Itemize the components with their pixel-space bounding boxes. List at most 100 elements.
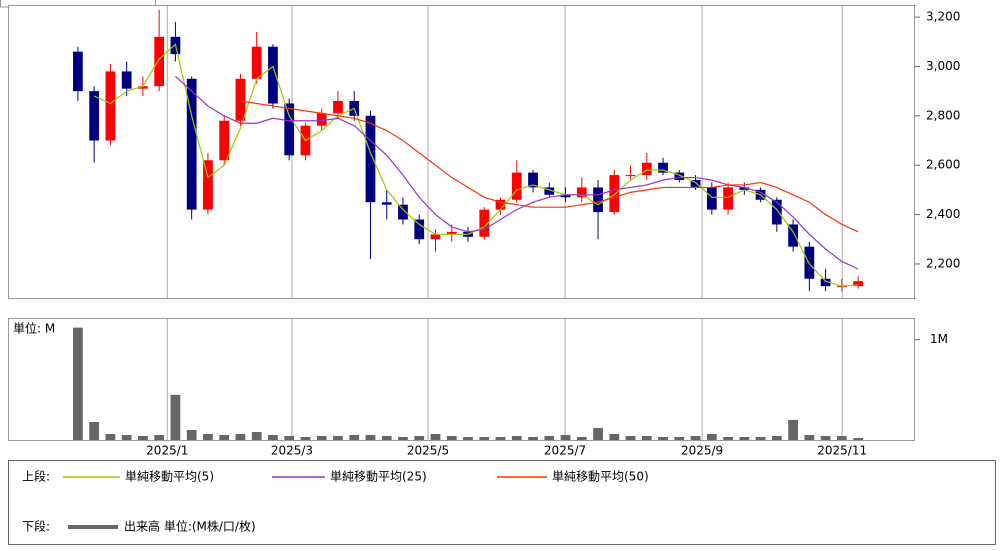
candle-body — [186, 78, 197, 210]
volume-panel — [8, 318, 915, 441]
volume-bar — [723, 436, 733, 440]
x-tick-label: 2025/7 — [544, 444, 586, 458]
candle-body — [511, 172, 522, 200]
candle-body — [365, 115, 376, 203]
candle-body — [820, 278, 831, 287]
candle-body — [235, 78, 246, 121]
x-tick-label: 2025/11 — [817, 444, 867, 458]
y-tick-label: 2,800 — [926, 108, 960, 122]
y-tick-label: 3,200 — [926, 10, 960, 24]
candle-body — [414, 219, 425, 240]
volume-bar — [560, 434, 571, 440]
candle-body — [658, 162, 668, 173]
volume-bar — [820, 435, 831, 440]
volume-bar — [528, 436, 538, 440]
volume-bar — [268, 434, 278, 440]
candle-body — [138, 86, 148, 89]
volume-bar — [739, 436, 750, 440]
y-tick-label: 2,400 — [926, 207, 960, 221]
volume-bar — [495, 436, 506, 440]
volume-bar — [105, 433, 116, 440]
legend-label: 単純移動平均(5) — [125, 470, 214, 484]
volume-unit: 単位: M — [13, 321, 55, 336]
legend-label: 単純移動平均(25) — [330, 470, 427, 484]
volume-bar — [641, 435, 652, 440]
volume-bar — [788, 419, 798, 440]
candle-body — [544, 187, 555, 195]
candle-body — [479, 209, 490, 237]
candle-body — [853, 281, 863, 287]
ma-line — [240, 100, 859, 233]
candle-body — [381, 202, 392, 205]
candle-body — [560, 194, 571, 198]
volume-bar — [333, 435, 343, 440]
price-panel — [8, 5, 915, 299]
candle-body — [723, 187, 733, 210]
volume-bar — [235, 433, 246, 440]
candle-body — [73, 51, 83, 92]
candle-body — [609, 175, 620, 213]
volume-bar — [804, 434, 815, 440]
volume-bar — [89, 421, 100, 440]
volume-bar — [690, 435, 701, 440]
candle-body — [333, 101, 343, 114]
candle-body — [105, 71, 116, 141]
volume-bar — [381, 435, 392, 440]
candle-body — [576, 187, 587, 198]
volume-bar — [430, 433, 441, 440]
volume-bar — [121, 434, 132, 440]
candle-body — [398, 204, 408, 220]
ma-line — [175, 75, 859, 270]
y-tick-label: 1M — [930, 332, 948, 346]
y-tick-label: 2,600 — [926, 158, 960, 172]
volume-bar — [511, 435, 522, 440]
volume-bar — [365, 434, 376, 440]
volume-bar — [544, 435, 555, 440]
x-tick-label: 2025/5 — [407, 444, 449, 458]
volume-bar — [138, 435, 148, 440]
candle-body — [593, 187, 603, 213]
volume-bar — [154, 434, 165, 440]
volume-bar — [674, 436, 685, 440]
candle-body — [154, 36, 165, 87]
volume-bar — [463, 436, 473, 440]
volume-bar — [836, 435, 847, 440]
volume-bar — [479, 436, 490, 440]
volume-bar — [853, 437, 863, 440]
legend-box — [8, 460, 996, 545]
volume-bar — [593, 427, 603, 440]
volume-bar — [203, 433, 213, 440]
legend-label: 単純移動平均(50) — [552, 470, 649, 484]
volume-bar — [349, 434, 360, 440]
y-tick-label: 3,000 — [926, 59, 960, 73]
volume-bar — [446, 435, 457, 440]
candle-body — [674, 172, 685, 181]
volume-bar — [219, 434, 230, 440]
candle-body — [446, 231, 457, 235]
legend-label: 出来高 単位:(M株/口/枚) — [124, 519, 256, 534]
volume-bar — [73, 327, 83, 440]
volume-bar — [771, 435, 782, 440]
candle-body — [284, 103, 295, 156]
volume-bar — [625, 435, 636, 440]
candle-body — [788, 224, 798, 247]
volume-bar — [414, 435, 425, 440]
volume-bar — [284, 435, 295, 440]
volume-bar — [706, 433, 717, 440]
candle-body — [430, 234, 441, 240]
candle-body — [89, 91, 100, 141]
x-tick-label: 2025/1 — [146, 444, 188, 458]
candle-body — [219, 120, 230, 161]
candle-body — [739, 187, 750, 190]
volume-bar — [186, 429, 197, 440]
x-tick-label: 2025/3 — [271, 444, 313, 458]
volume-bar — [300, 436, 311, 440]
candle-body — [495, 199, 506, 210]
candle-body — [528, 172, 538, 188]
volume-bar — [316, 435, 327, 440]
legend-lower-label: 下段: — [22, 519, 50, 534]
volume-bar — [609, 433, 620, 440]
y-tick-label: 2,200 — [926, 256, 960, 270]
volume-bar — [658, 436, 668, 440]
